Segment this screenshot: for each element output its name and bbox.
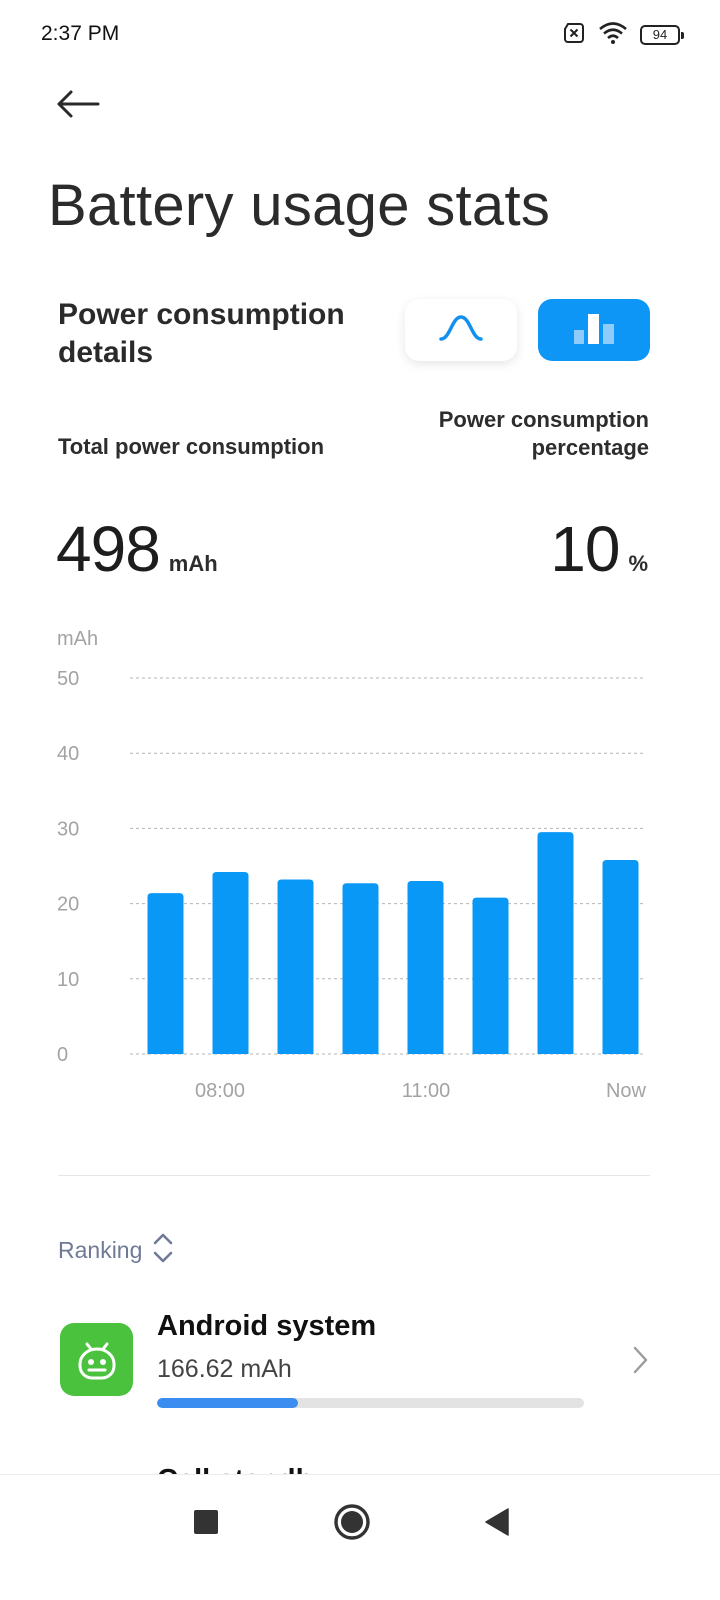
app-name: Android system bbox=[157, 1310, 377, 1342]
home-circle-icon bbox=[333, 1503, 371, 1546]
back-button[interactable] bbox=[52, 82, 104, 130]
y-tick-label: 10 bbox=[57, 969, 79, 991]
recents-button[interactable] bbox=[176, 1497, 236, 1551]
x-tick-label: Now bbox=[606, 1080, 647, 1102]
y-tick-label: 50 bbox=[57, 668, 79, 690]
sim-error-icon bbox=[562, 22, 586, 49]
y-tick-label: 30 bbox=[57, 818, 79, 840]
bar-view-toggle[interactable] bbox=[538, 299, 650, 361]
sort-updown-icon bbox=[152, 1232, 174, 1269]
x-tick-label: 08:00 bbox=[195, 1080, 245, 1102]
status-time: 2:37 PM bbox=[41, 22, 120, 45]
bar bbox=[147, 893, 184, 1054]
percentage-value: 10 % bbox=[550, 512, 648, 586]
wifi-icon bbox=[598, 21, 628, 50]
section-title: Power consumption details bbox=[58, 298, 345, 369]
app-consumption-value: 166.62 mAh bbox=[157, 1355, 292, 1383]
bar bbox=[472, 897, 509, 1054]
percentage-value-unit: % bbox=[628, 551, 648, 576]
total-consumption-label: Total power consumption bbox=[58, 434, 325, 459]
curve-chart-icon bbox=[438, 313, 484, 348]
app-usage-bar-fill bbox=[157, 1398, 298, 1408]
percentage-value-number: 10 bbox=[550, 513, 620, 585]
bar bbox=[277, 879, 314, 1054]
recents-square-icon bbox=[193, 1509, 219, 1540]
nav-back-button[interactable] bbox=[467, 1497, 527, 1551]
y-axis-unit-label: mAh bbox=[57, 628, 98, 650]
home-button[interactable] bbox=[322, 1497, 382, 1551]
app-usage-bar bbox=[157, 1398, 584, 1408]
total-consumption-value: 498 mAh bbox=[56, 512, 218, 586]
y-tick-label: 20 bbox=[57, 894, 79, 916]
curve-view-toggle[interactable] bbox=[405, 299, 517, 361]
chevron-right-icon bbox=[630, 1345, 650, 1380]
back-triangle-icon bbox=[484, 1507, 510, 1542]
navigation-bar bbox=[0, 1474, 720, 1600]
power-consumption-chart: mAh 50 40 30 20 10 0 08:00 11:00 Now bbox=[57, 628, 647, 1102]
battery-icon: 94 bbox=[640, 25, 684, 45]
status-icons: 94 bbox=[562, 21, 684, 50]
bar bbox=[407, 881, 444, 1054]
battery-level: 94 bbox=[652, 27, 668, 42]
total-value-unit: mAh bbox=[168, 551, 218, 576]
x-tick-label: 11:00 bbox=[402, 1080, 451, 1102]
total-value-number: 498 bbox=[56, 513, 161, 585]
page-title: Battery usage stats bbox=[48, 173, 551, 238]
android-icon bbox=[60, 1323, 133, 1396]
y-tick-label: 40 bbox=[57, 743, 79, 765]
bar bbox=[537, 832, 574, 1054]
ranking-label: Ranking bbox=[58, 1237, 143, 1263]
bar bbox=[602, 859, 639, 1054]
y-tick-label: 0 bbox=[57, 1044, 68, 1066]
back-arrow-icon bbox=[56, 89, 100, 124]
status-bar: 2:37 PM 94 bbox=[0, 0, 720, 70]
bar-chart-icon bbox=[573, 312, 615, 349]
bar bbox=[342, 883, 379, 1054]
ranking-sort-button[interactable]: Ranking bbox=[58, 1232, 174, 1269]
divider bbox=[58, 1175, 650, 1176]
next-app-row-peek[interactable]: Cell standby bbox=[157, 1462, 329, 1474]
bar bbox=[212, 872, 249, 1054]
app-row-android-system[interactable]: Android system 166.62 mAh bbox=[0, 1300, 720, 1430]
percentage-label: Power consumption percentage bbox=[438, 407, 649, 460]
